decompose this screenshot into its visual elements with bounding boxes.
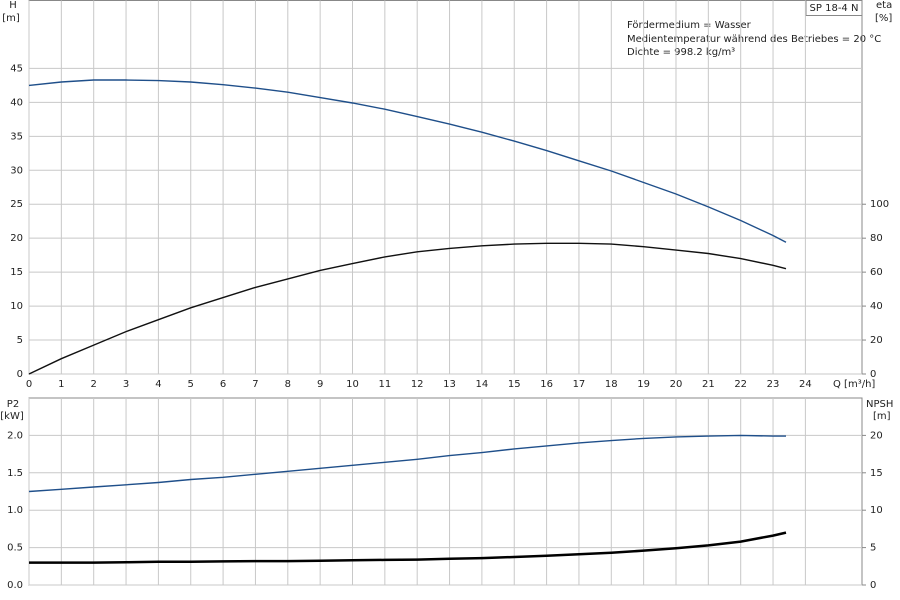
y-tick-label: 0	[17, 369, 23, 380]
y-tick-label: 35	[10, 131, 23, 142]
y-tick-label: 1.5	[7, 468, 23, 479]
y-tick-label: 15	[10, 267, 23, 278]
y2-axis-unit: [%]	[875, 13, 892, 24]
y-tick-label: 25	[10, 199, 23, 210]
y-tick-label: 20	[10, 233, 23, 244]
x-tick-label: 13	[443, 379, 456, 390]
y2-axis-label: eta	[876, 0, 892, 11]
x-tick-label: 14	[476, 379, 489, 390]
annotation: Fördermedium = Wasser	[627, 20, 752, 31]
plot-frame	[28, 397, 863, 586]
x-tick-label: 1	[58, 379, 64, 390]
y2-tick-label: 60	[870, 267, 883, 278]
y-tick-label: 10	[10, 301, 23, 312]
y2-tick-label: 5	[870, 543, 876, 554]
y2-tick-label: 0	[870, 580, 876, 591]
y2-tick-label: 20	[870, 430, 883, 441]
curve	[29, 531, 787, 564]
x-tick-label: 6	[220, 379, 226, 390]
x-tick-label: 21	[702, 379, 715, 390]
x-tick-label: 23	[767, 379, 780, 390]
x-tick-label: 2	[91, 379, 97, 390]
curve	[28, 242, 787, 375]
y2-tick-label: 15	[870, 468, 883, 479]
y2-axis-unit: [m]	[873, 411, 891, 422]
curve	[28, 434, 786, 493]
x-tick-label: 11	[378, 379, 391, 390]
x-tick-label: 7	[252, 379, 258, 390]
x-tick-label: 24	[799, 379, 812, 390]
x-tick-label: 18	[605, 379, 618, 390]
y-tick-label: 1.0	[7, 505, 23, 516]
x-tick-label: 19	[637, 379, 650, 390]
curve	[28, 79, 787, 243]
x-tick-label: 8	[285, 379, 291, 390]
x-tick-label: 9	[317, 379, 323, 390]
x-tick-label: 0	[26, 379, 32, 390]
y-tick-label: 0.5	[7, 543, 23, 554]
x-tick-label: 15	[508, 379, 521, 390]
y2-axis-label: NPSH	[866, 399, 893, 410]
y-tick-label: 40	[10, 97, 23, 108]
y-axis-label: P2	[7, 399, 19, 410]
model-label: SP 18-4 N	[810, 3, 859, 14]
x-tick-label: 4	[155, 379, 161, 390]
x-tick-label: 20	[670, 379, 683, 390]
y2-tick-label: 20	[870, 335, 883, 346]
x-tick-label: 22	[734, 379, 747, 390]
y-tick-label: 30	[10, 165, 23, 176]
y2-tick-label: 40	[870, 301, 883, 312]
x-tick-label: 12	[411, 379, 424, 390]
y-tick-label: 5	[17, 335, 23, 346]
plot-frame	[28, 0, 863, 375]
y-tick-label: 45	[10, 63, 23, 74]
y-axis-unit: [kW]	[0, 411, 24, 422]
annotation: Dichte = 998.2 kg/m³	[627, 47, 735, 58]
y2-tick-label: 100	[870, 199, 889, 210]
annotation: Medientemperatur während des Betriebes =…	[627, 34, 881, 45]
y2-tick-label: 80	[870, 233, 883, 244]
x-tick-label: 3	[123, 379, 129, 390]
x-tick-label: 5	[188, 379, 194, 390]
y2-tick-label: 0	[870, 369, 876, 380]
y-tick-label: 0.0	[7, 580, 23, 591]
x-tick-label: 10	[346, 379, 359, 390]
y-tick-label: 2.0	[7, 430, 23, 441]
y2-tick-label: 10	[870, 505, 883, 516]
x-axis-label: Q [m³/h]	[833, 379, 875, 390]
y-axis-label: H	[9, 0, 17, 11]
x-tick-label: 17	[573, 379, 586, 390]
x-tick-label: 16	[540, 379, 553, 390]
y-axis-unit: [m]	[2, 13, 20, 24]
